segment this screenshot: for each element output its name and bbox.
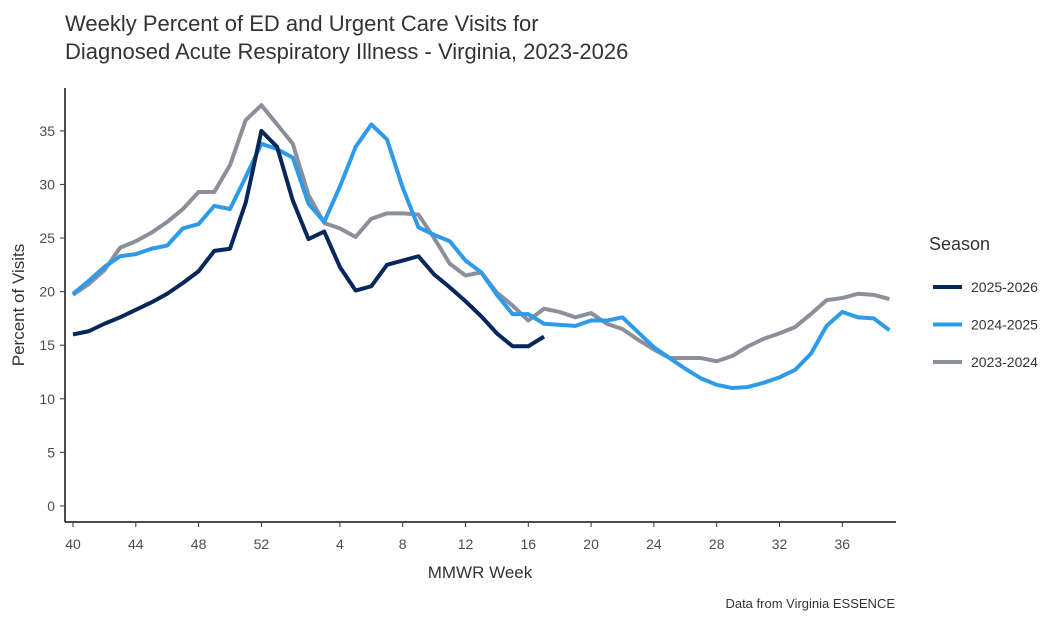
x-tick-label: 52	[254, 536, 270, 552]
x-axis-title: MMWR Week	[428, 563, 533, 582]
legend-label: 2025-2026	[971, 279, 1038, 295]
x-tick-label: 12	[458, 536, 474, 552]
chart-title: Diagnosed Acute Respiratory Illness - Vi…	[65, 39, 628, 64]
x-tick-label: 40	[65, 536, 81, 552]
x-tick-label: 48	[191, 536, 207, 552]
x-tick-label: 8	[399, 536, 407, 552]
series-line	[72, 128, 546, 349]
series-line	[71, 103, 890, 364]
x-tick-label: 4	[336, 536, 344, 552]
y-axis-title: Percent of Visits	[9, 244, 28, 367]
series-line	[71, 122, 891, 391]
x-tick-label: 24	[646, 536, 662, 552]
chart-title: Weekly Percent of ED and Urgent Care Vis…	[65, 11, 539, 36]
x-tick-label: 32	[772, 536, 788, 552]
legend-title: Season	[929, 234, 990, 254]
y-tick-label: 5	[47, 444, 55, 460]
y-tick-label: 35	[39, 123, 55, 139]
x-tick-label: 20	[583, 536, 599, 552]
legend-label: 2023-2024	[971, 354, 1038, 370]
y-tick-label: 20	[39, 284, 55, 300]
caption: Data from Virginia ESSENCE	[725, 596, 895, 611]
x-tick-label: 36	[835, 536, 851, 552]
x-tick-label: 28	[709, 536, 725, 552]
y-tick-label: 0	[47, 498, 55, 514]
y-tick-label: 25	[39, 230, 55, 246]
x-tick-label: 16	[521, 536, 537, 552]
y-tick-label: 15	[39, 337, 55, 353]
x-tick-label: 44	[128, 536, 144, 552]
y-tick-label: 10	[39, 391, 55, 407]
y-tick-label: 30	[39, 176, 55, 192]
legend-label: 2024-2025	[971, 317, 1038, 333]
